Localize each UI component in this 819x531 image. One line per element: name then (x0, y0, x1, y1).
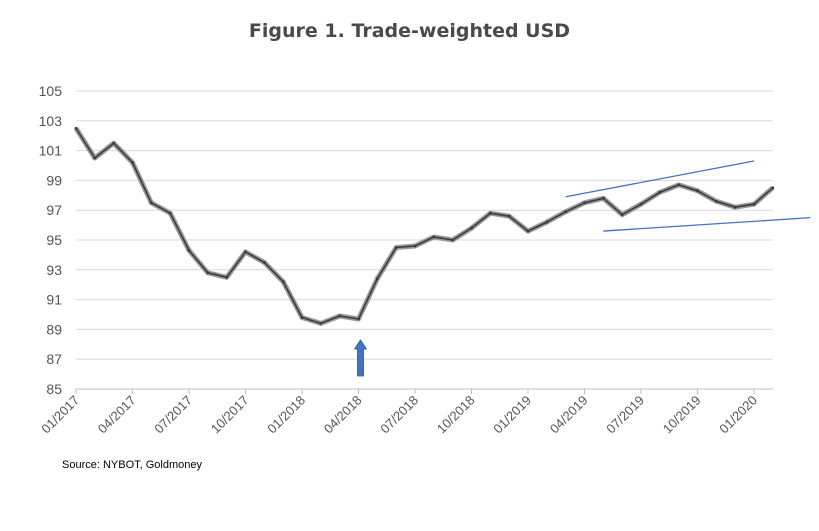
data-point (131, 161, 134, 164)
source-note: Source: NYBOT, Goldmoney (62, 459, 203, 471)
series-band (73, 126, 775, 326)
data-point (187, 249, 191, 252)
data-point (394, 246, 398, 249)
x-tick-label: 10/2018 (434, 393, 478, 437)
y-tick-label: 105 (39, 83, 63, 99)
data-point (244, 250, 247, 254)
data-point (488, 211, 492, 215)
chart-title: Figure 1. Trade-weighted USD (248, 20, 571, 42)
data-point (225, 275, 229, 279)
y-tick-label: 99 (46, 172, 62, 188)
data-point (526, 229, 530, 233)
plot-area (73, 126, 775, 326)
y-tick-label: 97 (46, 202, 62, 218)
x-tick-label: 04/2017 (95, 393, 139, 437)
data-point (375, 277, 379, 281)
data-point (112, 141, 116, 145)
x-tick-label: 07/2018 (377, 393, 421, 437)
data-point (300, 316, 304, 319)
data-point (168, 211, 172, 215)
trendline (603, 217, 811, 232)
data-point (357, 317, 360, 321)
x-tick-label: 07/2019 (603, 393, 647, 437)
y-tick-label: 89 (46, 321, 62, 337)
x-tick-label: 01/2017 (38, 393, 82, 437)
x-tick-label: 04/2019 (547, 393, 591, 437)
data-point (564, 210, 568, 214)
x-tick-label: 07/2017 (151, 393, 195, 437)
x-tick-label: 01/2018 (264, 393, 308, 437)
x-tick-label: 10/2017 (208, 393, 252, 437)
data-point (206, 271, 210, 275)
y-tick-label: 87 (46, 351, 62, 367)
data-point (262, 261, 266, 264)
data-point (432, 235, 436, 239)
x-tick-label: 04/2018 (321, 393, 365, 437)
y-tick-label: 85 (46, 381, 62, 397)
annotations (353, 160, 811, 377)
data-point (545, 220, 549, 224)
trendline (565, 160, 755, 198)
y-tick-label: 95 (46, 232, 62, 248)
data-point (771, 186, 775, 190)
data-point (413, 244, 417, 248)
data-point (281, 280, 285, 284)
data-point (639, 202, 643, 206)
data-point (620, 213, 624, 217)
y-tick-label: 101 (39, 143, 63, 159)
data-point (507, 214, 511, 218)
data-point (319, 322, 323, 325)
x-tick-label: 01/2020 (716, 393, 760, 437)
x-axis-ticks: 01/2017 04/2017 07/2017 10/2017 01/2018 04/20… (38, 389, 760, 436)
data-point (451, 238, 455, 242)
y-tick-label: 103 (39, 113, 63, 129)
data-point (93, 156, 97, 160)
x-tick-label: 10/2019 (660, 393, 704, 437)
data-point (733, 205, 737, 209)
y-tick-label: 91 (46, 292, 62, 308)
data-point (470, 226, 473, 230)
data-point (583, 201, 586, 205)
data-point (601, 196, 605, 200)
data-point (74, 126, 78, 130)
y-axis-ticks: 85 87 89 91 93 95 97 99 101 103 105 (39, 83, 63, 397)
x-tick-label: 01/2019 (490, 393, 534, 437)
data-point (752, 202, 756, 206)
data-point (696, 189, 699, 193)
data-point (714, 199, 718, 203)
data-point (338, 314, 342, 318)
series-line (75, 127, 774, 325)
data-point (658, 190, 662, 194)
gridlines (76, 90, 773, 390)
up-arrow-marker (353, 339, 368, 377)
y-tick-label: 93 (46, 262, 62, 278)
data-point (149, 201, 153, 205)
data-point (677, 183, 681, 187)
